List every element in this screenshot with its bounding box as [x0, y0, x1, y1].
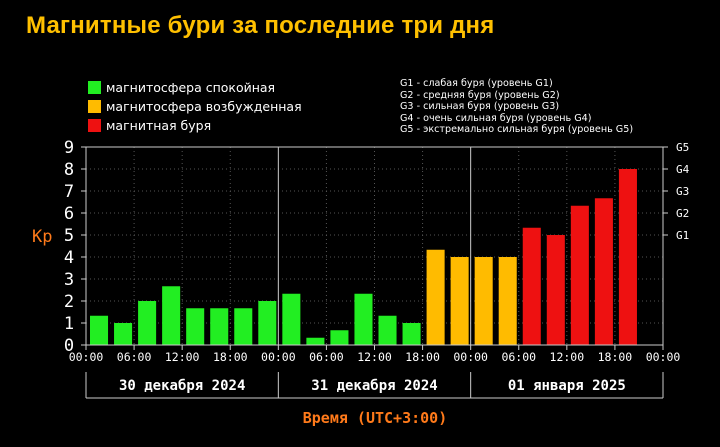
storm-level-g4: G4 - очень сильная буря (уровень G4)	[400, 112, 592, 124]
kp-bar	[282, 293, 301, 345]
legend-item-quiet: магнитосфера спокойная	[88, 78, 302, 97]
x-axis-title: Время (UTC+3:00)	[303, 409, 448, 427]
legend-item-active: магнитосфера возбужденная	[88, 97, 302, 116]
legend-item-storm: магнитная буря	[88, 116, 302, 135]
y-tick-label: 1	[64, 314, 74, 334]
kp-bar	[354, 293, 373, 345]
y-tick-label: 8	[64, 160, 74, 180]
kp-bar	[522, 227, 541, 345]
kp-bar	[210, 308, 229, 345]
storm-level-g1: G1 - слабая буря (уровень G1)	[400, 78, 553, 89]
x-tick-label: 06:00	[309, 350, 344, 364]
x-tick-label: 00:00	[453, 350, 488, 364]
kp-bar	[570, 205, 589, 345]
day-label: 30 декабря 2024	[119, 378, 245, 394]
x-tick-label: 12:00	[357, 350, 392, 364]
x-tick-label: 06:00	[501, 350, 536, 364]
kp-bar	[594, 198, 613, 345]
g-tick-label: G4	[676, 163, 690, 176]
y-axis-label: Kp	[32, 227, 52, 247]
kp-bar	[162, 286, 181, 345]
x-tick-label: 00:00	[69, 350, 104, 364]
x-tick-label: 00:00	[261, 350, 296, 364]
x-tick-label: 18:00	[598, 350, 633, 364]
kp-bar	[450, 257, 469, 345]
day-label: 01 января 2025	[508, 378, 626, 394]
legend-swatch-storm	[88, 119, 101, 132]
x-tick-label: 00:00	[646, 350, 681, 364]
kp-bar	[498, 257, 517, 345]
y-tick-label: 3	[64, 270, 74, 290]
storm-level-g5: G5 - экстремально сильная буря (уровень …	[400, 124, 634, 135]
x-tick-label: 18:00	[405, 350, 440, 364]
kp-bar	[474, 257, 493, 345]
legend-label-storm: магнитная буря	[106, 118, 212, 133]
storm-level-legend: G1 - слабая буря (уровень G1) G2 - средн…	[400, 78, 633, 136]
day-label: 31 декабря 2024	[311, 378, 437, 394]
kp-bar	[138, 301, 157, 345]
y-tick-label: 7	[64, 182, 74, 202]
kp-bar	[402, 323, 421, 345]
chart-title: Магнитные бури за последние три дня	[26, 12, 495, 39]
activity-legend: магнитосфера спокойная магнитосфера возб…	[88, 78, 302, 135]
x-tick-label: 18:00	[213, 350, 248, 364]
y-tick-label: 2	[64, 292, 74, 312]
g-tick-label: G1	[676, 229, 689, 242]
kp-bar	[90, 315, 109, 345]
y-tick-label: 4	[64, 248, 74, 268]
kp-bar	[186, 308, 205, 345]
y-tick-label: 5	[64, 226, 74, 246]
g-tick-label: G2	[676, 207, 689, 220]
kp-bar	[234, 308, 253, 345]
legend-swatch-active	[88, 100, 101, 113]
y-tick-label: 9	[64, 138, 74, 158]
legend-label-active: магнитосфера возбужденная	[106, 99, 302, 114]
kp-bar	[618, 169, 637, 345]
legend-swatch-quiet	[88, 81, 101, 94]
kp-bar	[378, 315, 397, 345]
kp-bar	[546, 235, 565, 345]
x-tick-label: 12:00	[165, 350, 200, 364]
g-tick-label: G3	[676, 185, 689, 198]
y-tick-label: 0	[64, 336, 74, 356]
x-tick-label: 12:00	[550, 350, 585, 364]
x-tick-label: 06:00	[117, 350, 152, 364]
kp-bar	[306, 337, 325, 345]
g-tick-label: G5	[676, 141, 689, 154]
y-tick-label: 6	[64, 204, 74, 224]
kp-bar	[426, 249, 445, 345]
kp-bar	[258, 301, 277, 345]
kp-bar	[330, 330, 349, 345]
kp-bar	[114, 323, 133, 345]
legend-label-quiet: магнитосфера спокойная	[106, 80, 276, 95]
storm-level-g3: G3 - сильная буря (уровень G3)	[400, 101, 560, 112]
storm-level-g2: G2 - средняя буря (уровень G2)	[400, 89, 560, 101]
